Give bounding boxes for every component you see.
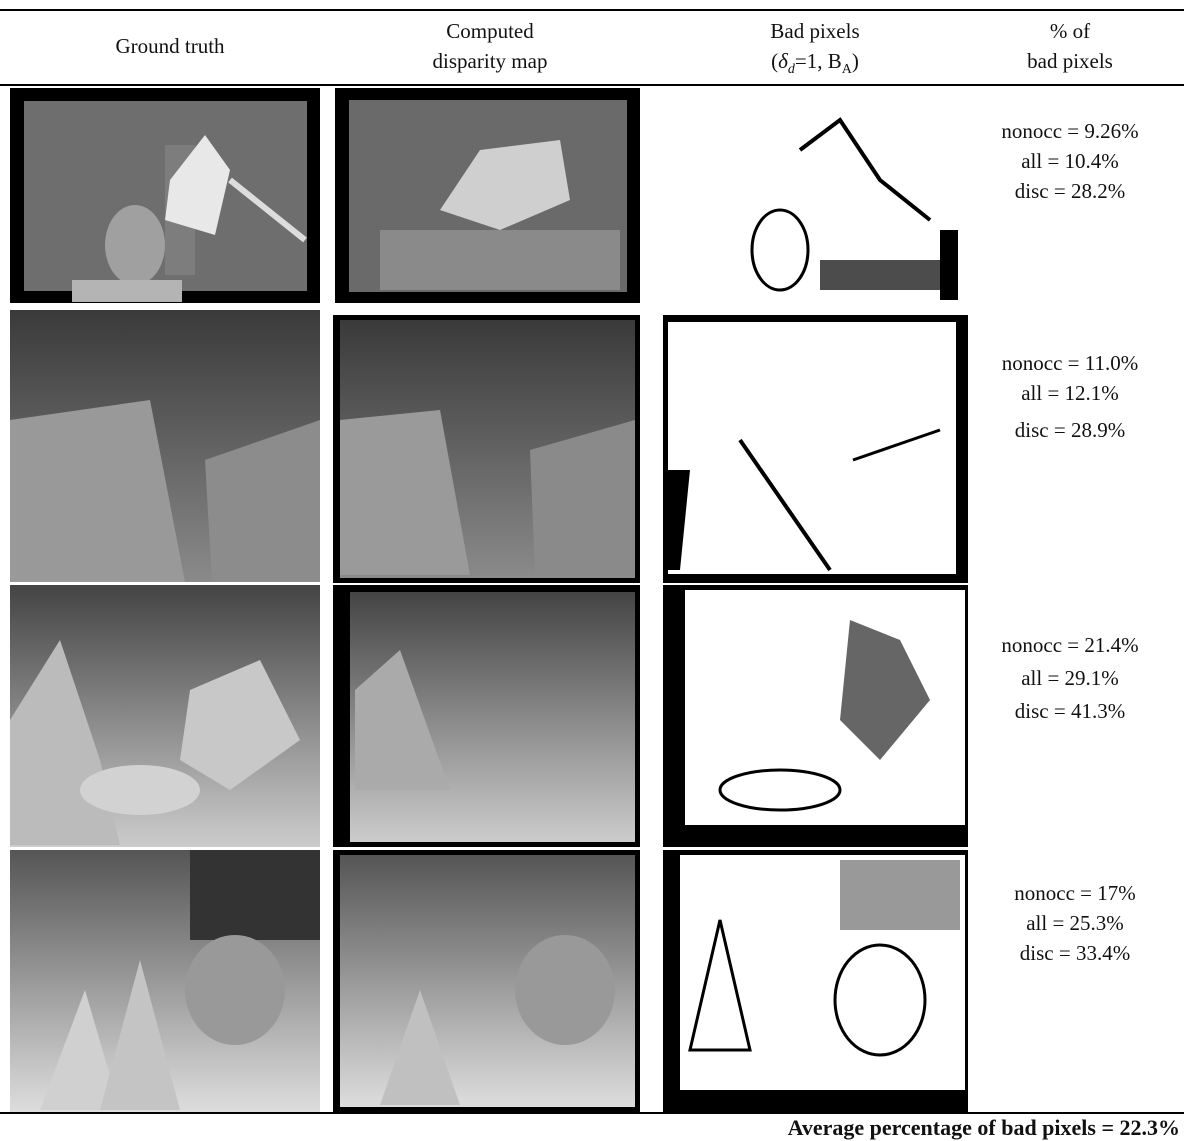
stat: all = 12.1% xyxy=(1021,381,1119,405)
stat: all = 25.3% xyxy=(1026,911,1124,935)
stat: disc = 41.3% xyxy=(1015,699,1125,723)
header-cell: Ground truth xyxy=(115,34,225,58)
header: Ground truth Computed disparity map Bad … xyxy=(115,19,1112,77)
image-bad-pixels xyxy=(663,585,968,847)
header-cell: bad pixels xyxy=(1027,49,1113,73)
header-cell: (δd=1, BA) xyxy=(771,49,859,77)
image-ground-truth xyxy=(10,310,320,582)
image-ground-truth xyxy=(10,585,320,847)
stat: disc = 28.9% xyxy=(1015,418,1125,442)
stats: nonocc = 9.26% all = 10.4% disc = 28.2% … xyxy=(1001,119,1138,965)
header-cell: Bad pixels xyxy=(770,19,859,43)
stat: nonocc = 11.0% xyxy=(1002,351,1138,375)
stat: disc = 33.4% xyxy=(1020,941,1130,965)
stat: nonocc = 9.26% xyxy=(1001,119,1138,143)
text-part: =1, B xyxy=(795,49,842,73)
image-bad-pixels xyxy=(663,88,968,303)
table: Ground truth Computed disparity map Bad … xyxy=(0,0,1184,1141)
page: Ground truth Computed disparity map Bad … xyxy=(0,0,1184,1141)
header-cell: % of xyxy=(1050,19,1090,43)
stat: disc = 28.2% xyxy=(1015,179,1125,203)
image-ground-truth xyxy=(10,850,320,1112)
stat: nonocc = 21.4% xyxy=(1001,633,1138,657)
image-ground-truth xyxy=(10,88,320,303)
image-computed xyxy=(333,585,640,847)
text-part: ( xyxy=(771,49,778,73)
header-cell: disparity map xyxy=(433,49,548,73)
stat: all = 29.1% xyxy=(1021,666,1119,690)
header-cell: Computed xyxy=(446,19,534,43)
image-computed xyxy=(333,850,640,1112)
stat: all = 10.4% xyxy=(1021,149,1119,173)
image-bad-pixels xyxy=(663,315,968,583)
text-part: ) xyxy=(852,49,859,73)
image-computed xyxy=(335,88,640,303)
image-bad-pixels xyxy=(663,850,968,1112)
image-computed xyxy=(333,315,640,583)
footer: Average percentage of bad pixels = 22.3% xyxy=(788,1115,1180,1140)
stat: nonocc = 17% xyxy=(1014,881,1135,905)
